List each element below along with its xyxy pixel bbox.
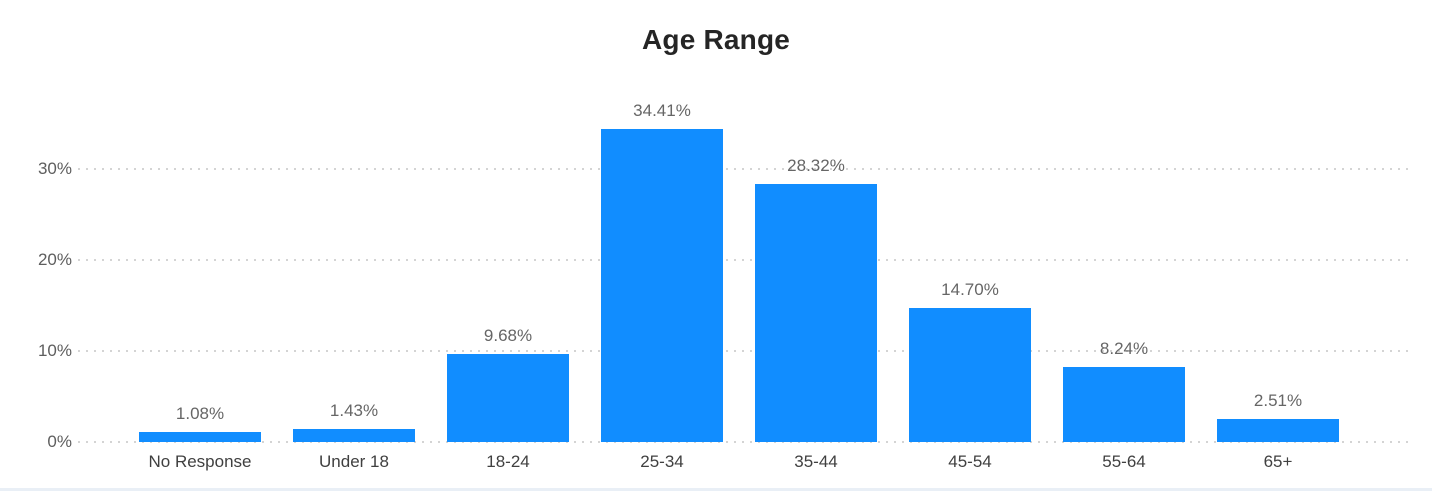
x-axis-category-label: 25-34	[640, 452, 684, 471]
bar-value-label: 2.51%	[1253, 391, 1303, 410]
gridline	[78, 441, 1410, 443]
chart-title: Age Range	[641, 24, 791, 55]
bar-value-label: 34.41%	[633, 101, 691, 120]
bar-35-44[interactable]	[755, 184, 877, 442]
bar-value-label: 1.08%	[175, 404, 225, 423]
bar-value-label: 28.32%	[787, 156, 845, 175]
bar-value-label: 9.68%	[483, 326, 533, 345]
bar-45-54[interactable]	[909, 308, 1031, 442]
gridline	[78, 168, 1410, 170]
gridline	[78, 259, 1410, 261]
x-axis-category-label: 35-44	[794, 452, 838, 471]
bar-25-34[interactable]	[601, 129, 723, 442]
bar-18-24[interactable]	[447, 354, 569, 442]
x-axis-category-label: 55-64	[1102, 452, 1146, 471]
y-axis-tick-label: 0%	[47, 432, 72, 451]
bar-value-label: 1.43%	[329, 401, 379, 420]
y-axis-tick-label: 30%	[37, 159, 72, 178]
bar-no-response[interactable]	[139, 432, 261, 442]
bar-65-[interactable]	[1217, 419, 1339, 442]
bar-value-label: 14.70%	[941, 280, 999, 299]
x-axis-category-label: Under 18	[319, 452, 389, 471]
bar-55-64[interactable]	[1063, 367, 1185, 442]
y-axis-tick-label: 20%	[37, 250, 72, 269]
bar-under-18[interactable]	[293, 429, 415, 442]
bottom-border-line	[0, 488, 1432, 491]
x-axis-category-label: No Response	[148, 452, 252, 471]
gridline	[78, 350, 1410, 352]
x-axis-category-label: 18-24	[486, 452, 530, 471]
bar-value-label: 8.24%	[1099, 339, 1149, 358]
x-axis-category-label: 65+	[1263, 452, 1293, 471]
x-axis-category-label: 45-54	[948, 452, 992, 471]
y-axis-tick-label: 10%	[37, 341, 72, 360]
